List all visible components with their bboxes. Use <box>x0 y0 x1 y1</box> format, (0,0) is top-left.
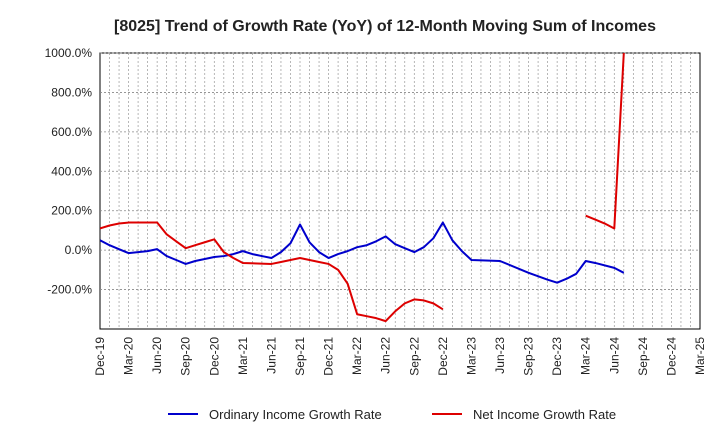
x-tick-label: Mar-21 <box>236 337 250 375</box>
x-tick-label: Sep-20 <box>179 337 193 376</box>
x-tick-label: Jun-21 <box>264 337 278 374</box>
x-tick-label: Sep-24 <box>636 337 650 376</box>
y-tick-label: 400.0% <box>51 164 92 178</box>
x-tick-label: Dec-24 <box>664 337 678 376</box>
legend: Ordinary Income Growth Rate Net Income G… <box>168 407 616 422</box>
x-tick-label: Dec-21 <box>322 337 336 376</box>
chart-title: [8025] Trend of Growth Rate (YoY) of 12-… <box>114 18 656 35</box>
legend-label-ordinary-income: Ordinary Income Growth Rate <box>209 407 382 422</box>
plot-area <box>99 52 701 330</box>
series-line-net-income-growth-rate-0 <box>100 221 444 323</box>
x-tick-label: Mar-24 <box>579 337 593 375</box>
y-tick-label: 0.0% <box>65 243 93 257</box>
grid-lines <box>100 52 700 329</box>
x-tick-label: Mar-25 <box>693 337 707 375</box>
y-tick-label: 800.0% <box>51 85 92 99</box>
x-tick-label: Dec-19 <box>93 337 107 376</box>
series-line-net-income-growth-rate-1 <box>585 53 625 230</box>
x-tick-label: Jun-20 <box>150 337 164 374</box>
y-axis-tick-labels: 1000.0% 800.0% 600.0% 400.0% 200.0% 0.0% -200.… <box>45 46 93 297</box>
x-tick-label: Jun-22 <box>379 337 393 374</box>
x-tick-label: Jun-24 <box>607 337 621 374</box>
x-tick-label: Sep-23 <box>522 337 536 376</box>
x-tick-label: Dec-23 <box>550 337 564 376</box>
x-tick-label: Dec-20 <box>207 337 221 376</box>
x-tick-label: Mar-22 <box>350 337 364 375</box>
y-tick-label: -200.0% <box>47 283 92 297</box>
y-tick-label: 600.0% <box>51 125 92 139</box>
x-tick-label: Jun-23 <box>493 337 507 374</box>
series-line-ordinary-income-growth-rate-0 <box>100 221 625 284</box>
y-tick-label: 200.0% <box>51 204 92 218</box>
x-tick-label: Sep-21 <box>293 337 307 376</box>
series-lines <box>100 53 625 323</box>
x-tick-label: Mar-23 <box>464 337 478 375</box>
x-tick-label: Sep-22 <box>407 337 421 376</box>
legend-label-net-income: Net Income Growth Rate <box>473 407 616 422</box>
x-axis-tick-labels: Dec-19 Mar-20 Jun-20 Sep-20 Dec-20 Mar-21 Jun-… <box>93 337 707 376</box>
y-tick-label: 1000.0% <box>45 46 93 60</box>
x-tick-label: Mar-20 <box>122 337 136 375</box>
x-tick-label: Dec-22 <box>436 337 450 376</box>
